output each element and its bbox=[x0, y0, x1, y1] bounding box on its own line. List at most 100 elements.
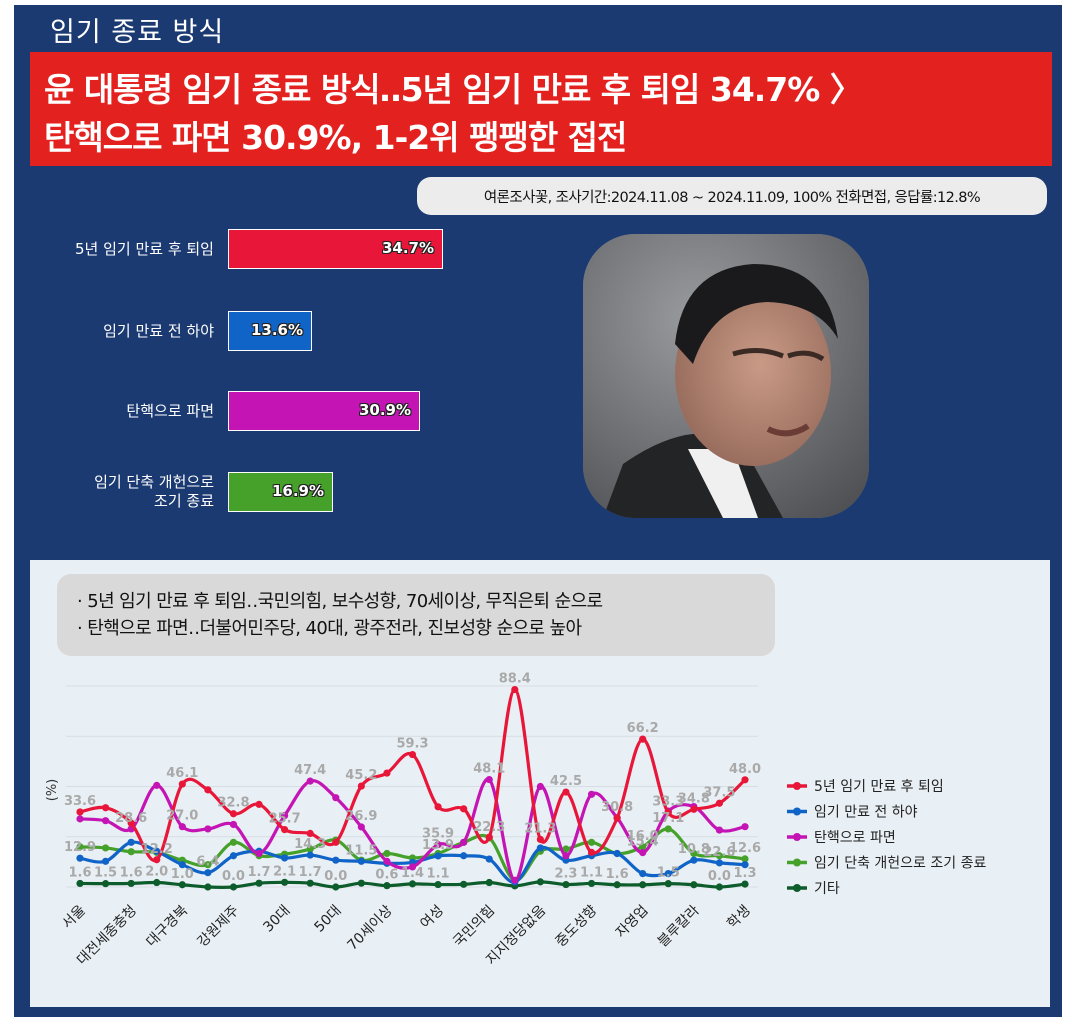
data-point bbox=[281, 811, 289, 820]
data-point bbox=[332, 794, 340, 802]
data-label: 33.3 bbox=[652, 795, 684, 810]
data-point bbox=[357, 857, 365, 865]
series-line bbox=[79, 777, 746, 882]
bar-label: 5년 임기 만료 후 퇴임 bbox=[74, 239, 214, 258]
data-label: 16.0 bbox=[627, 829, 659, 844]
data-label: 6.4 bbox=[196, 855, 219, 870]
data-point bbox=[511, 685, 519, 694]
data-point bbox=[76, 843, 84, 851]
data-label: 12.6 bbox=[729, 841, 761, 856]
data-point bbox=[306, 777, 314, 785]
x-tick-label: 여성 bbox=[417, 903, 447, 933]
data-point bbox=[101, 817, 110, 825]
data-label: 34.8 bbox=[678, 791, 710, 806]
x-tick-label: 대구경북 bbox=[143, 902, 191, 950]
data-label: 1.6 bbox=[606, 867, 629, 882]
data-label: 2.3 bbox=[554, 867, 577, 882]
data-label: 37.5 bbox=[703, 785, 735, 800]
data-point bbox=[229, 810, 238, 818]
x-tick-label: 강원제주 bbox=[195, 902, 243, 950]
data-point bbox=[383, 849, 391, 858]
data-point bbox=[741, 861, 749, 869]
data-point bbox=[153, 847, 161, 855]
data-point bbox=[153, 856, 161, 864]
data-point bbox=[101, 857, 110, 865]
data-label: 14.3 bbox=[294, 837, 326, 852]
data-point bbox=[357, 823, 365, 831]
data-point bbox=[204, 861, 212, 869]
data-label: 2.1 bbox=[273, 864, 296, 879]
data-label: 1.6 bbox=[68, 865, 91, 880]
data-point bbox=[306, 845, 314, 853]
bar: 16.9% bbox=[228, 472, 333, 512]
data-label: 1.1 bbox=[580, 865, 603, 880]
data-point bbox=[639, 849, 647, 857]
data-point bbox=[255, 800, 263, 808]
data-label: 46.1 bbox=[166, 766, 198, 781]
headline-banner: 윤 대통령 임기 종료 방식‥5년 임기 만료 후 퇴임 34.7% 〉 탄핵으… bbox=[30, 52, 1052, 166]
data-label: 0.6 bbox=[375, 868, 398, 883]
data-label: 47.4 bbox=[294, 763, 326, 778]
data-label: 25.7 bbox=[269, 812, 301, 827]
data-label: 17.1 bbox=[652, 811, 684, 826]
data-point bbox=[178, 861, 186, 869]
data-point bbox=[741, 855, 749, 863]
data-point bbox=[690, 856, 698, 864]
data-point bbox=[255, 849, 263, 858]
summary-box: · 5년 임기 만료 후 퇴임‥국민의힘, 보수성향, 70세이상, 무직은퇴 … bbox=[57, 574, 775, 656]
data-label: 30.8 bbox=[601, 800, 633, 815]
data-label: 22.6 bbox=[703, 845, 735, 860]
legend-marker bbox=[793, 807, 801, 816]
data-label: 1.7 bbox=[299, 865, 322, 880]
legend-label: 기타 bbox=[814, 881, 840, 897]
data-point bbox=[562, 788, 570, 796]
data-label: 1.5 bbox=[94, 866, 117, 881]
data-point bbox=[408, 880, 417, 888]
data-point bbox=[485, 833, 493, 841]
data-point bbox=[101, 880, 110, 888]
bar-label: 임기 만료 전 하야 bbox=[103, 321, 214, 340]
data-point bbox=[460, 805, 468, 813]
data-point bbox=[587, 879, 596, 888]
data-label: 1.3 bbox=[733, 866, 756, 881]
data-label: 88.4 bbox=[499, 672, 531, 687]
legend-label: 임기 만료 전 하야 bbox=[814, 805, 918, 821]
data-point bbox=[511, 876, 519, 884]
x-tick-label: 30대 bbox=[260, 903, 293, 936]
data-point bbox=[460, 880, 468, 888]
data-point bbox=[715, 799, 724, 807]
data-label: 45.2 bbox=[345, 768, 377, 783]
data-label: 1.7 bbox=[248, 865, 271, 880]
y-axis-label: (%) bbox=[45, 779, 60, 802]
data-point bbox=[178, 823, 186, 831]
data-point bbox=[408, 750, 417, 759]
data-point bbox=[434, 803, 442, 811]
data-label: 0.0 bbox=[222, 869, 245, 884]
x-tick-label: 국민의힘 bbox=[450, 903, 498, 951]
data-point bbox=[383, 857, 391, 865]
data-point bbox=[281, 854, 289, 862]
data-point bbox=[639, 881, 647, 889]
data-label: 1.1 bbox=[427, 867, 450, 882]
data-label: 1.4 bbox=[401, 866, 424, 881]
data-label: 66.2 bbox=[627, 721, 659, 736]
data-point bbox=[204, 869, 212, 877]
data-point bbox=[306, 879, 314, 887]
data-label: 22.3 bbox=[473, 820, 505, 835]
data-point bbox=[178, 881, 186, 889]
bar: 34.7% bbox=[228, 229, 443, 269]
data-point bbox=[587, 848, 596, 856]
data-point bbox=[664, 809, 672, 817]
bar-label: 탄핵으로 파면 bbox=[126, 401, 214, 420]
person-photo-icon bbox=[583, 234, 869, 518]
data-point bbox=[664, 825, 672, 833]
bar-value-label: 13.6% bbox=[250, 321, 303, 339]
legend-marker bbox=[793, 833, 801, 841]
data-point bbox=[434, 840, 442, 849]
data-point bbox=[536, 835, 544, 844]
data-point bbox=[332, 883, 340, 891]
data-point bbox=[562, 880, 570, 889]
headline-line-1: 윤 대통령 임기 종료 방식‥5년 임기 만료 후 퇴임 34.7% 〉 bbox=[44, 70, 863, 109]
data-point bbox=[690, 881, 698, 889]
data-point bbox=[332, 856, 340, 864]
